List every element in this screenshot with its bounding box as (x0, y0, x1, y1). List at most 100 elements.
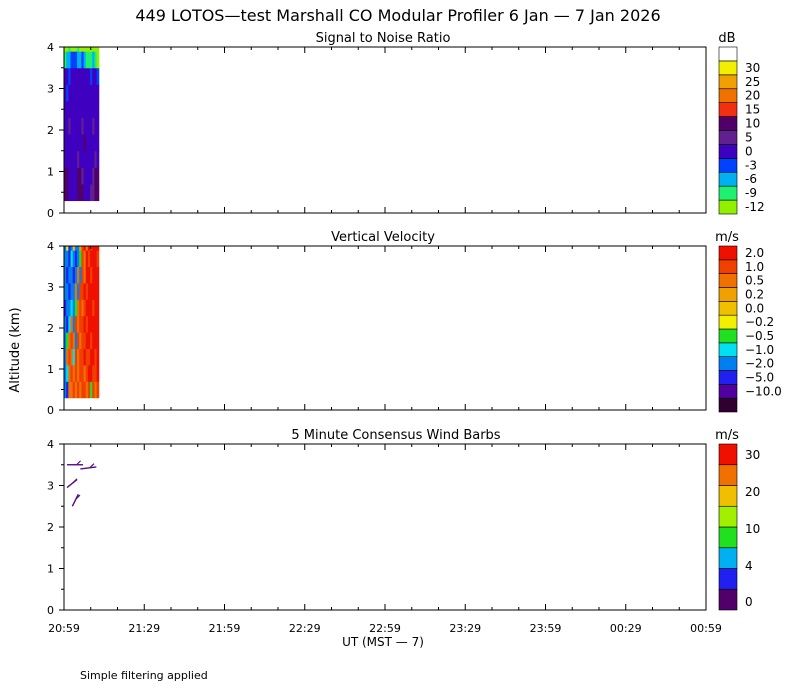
heatmap-cell (85, 282, 89, 300)
heatmap-cell (64, 134, 67, 152)
snr-colorbar-label: 10 (745, 117, 760, 131)
heatmap-cell (70, 315, 74, 333)
heatmap-cell (94, 167, 98, 185)
heatmap-cell (96, 282, 100, 300)
heatmap-cell (72, 246, 76, 251)
panel-velocity: Vertical Velocity 0 1 2 3 4 m/s 2.01.00.50.2… (47, 230, 782, 417)
heatmap-cell (68, 167, 72, 185)
heatmap-cell (81, 51, 85, 69)
heatmap-cell (72, 282, 76, 300)
heatmap-cell (83, 167, 87, 185)
heatmap-cell (74, 134, 78, 152)
heatmap-cell (64, 246, 67, 251)
heatmap-cell (77, 381, 80, 399)
wind-colorbar-label: 4 (745, 559, 753, 573)
heatmap-cell (72, 84, 76, 102)
heatmap-cell (68, 100, 72, 119)
colorbar-swatch (718, 526, 738, 549)
heatmap-cell (64, 381, 67, 399)
heatmap-cell (68, 246, 72, 251)
snr-y-axis: 0 1 2 3 4 (47, 41, 64, 220)
heatmap-cell (83, 282, 87, 300)
heatmap-cell (81, 246, 85, 251)
heatmap-cell (81, 381, 85, 399)
snr-title: Signal to Noise Ratio (316, 31, 451, 46)
snr-unit: dB (718, 31, 735, 46)
heatmap-cell (70, 47, 74, 52)
heatmap-cell (68, 299, 72, 317)
snr-x-axis (63, 47, 707, 213)
heatmap-cell (83, 246, 87, 251)
wind-barb-flag (89, 463, 95, 469)
heatmap-cell (90, 183, 93, 202)
heatmap-cell (72, 381, 76, 399)
colorbar-swatch (718, 370, 738, 385)
heatmap-cell (77, 67, 80, 85)
heatmap-cell (83, 67, 87, 85)
heatmap-cell (83, 348, 87, 366)
heatmap-cell (72, 266, 76, 284)
heatmap-cell (64, 51, 67, 69)
heatmap-cell (83, 299, 87, 317)
heatmap-cell (70, 348, 74, 366)
colorbar-swatch (718, 485, 738, 507)
snr-colorbar-label: 5 (745, 130, 753, 144)
colorbar-swatch (718, 505, 738, 528)
velocity-colorbar-label: −0.2 (745, 315, 774, 329)
heatmap-cell (94, 51, 98, 69)
heatmap-cell (87, 134, 91, 152)
colorbar-swatch (718, 74, 738, 90)
heatmap-cell (87, 150, 91, 168)
y-tick-label: 1 (47, 563, 54, 576)
heatmap-cell (96, 381, 100, 399)
heatmap-cell (64, 282, 67, 300)
heatmap-cell (96, 332, 100, 349)
heatmap-cell (90, 315, 93, 333)
heatmap-cell (83, 51, 87, 69)
heatmap-cell (79, 348, 82, 366)
colorbar-swatch (718, 102, 738, 117)
wind-barbs (66, 460, 97, 507)
heatmap-cell (70, 51, 74, 69)
heatmap-cell (68, 250, 72, 267)
heatmap-cell (68, 117, 72, 135)
velocity-colorbar-label: −1.0 (745, 343, 774, 357)
heatmap-cell (96, 315, 100, 333)
heatmap-cell (87, 381, 91, 399)
heatmap-cell (90, 381, 93, 399)
heatmap-cell (79, 47, 82, 52)
heatmap-cell (74, 282, 78, 300)
heatmap-cell (66, 100, 69, 119)
heatmap-cell (94, 150, 98, 168)
heatmap-cell (96, 183, 100, 202)
wind-barb-flag (75, 494, 81, 500)
x-tick-label: 23:59 (530, 622, 562, 635)
colorbar-swatch (718, 464, 738, 486)
heatmap-cell (92, 67, 95, 85)
heatmap-cell (79, 100, 82, 119)
heatmap-cell (79, 315, 82, 333)
x-tick-label: 21:29 (128, 622, 160, 635)
heatmap-cell (85, 134, 89, 152)
y-tick-label: 2 (47, 521, 54, 534)
heatmap-cell (96, 47, 100, 52)
heatmap-cell (72, 47, 76, 52)
heatmap-cell (66, 183, 69, 202)
heatmap-cell (92, 183, 95, 202)
colorbar-swatch (718, 199, 738, 215)
heatmap-cell (90, 100, 93, 119)
heatmap-cell (74, 266, 78, 284)
wind-colorbar-label: 0 (745, 595, 753, 609)
colorbar-swatch (718, 158, 738, 173)
heatmap-cell (81, 348, 85, 366)
x-axis-label: UT (MST — 7) (342, 635, 424, 649)
heatmap-cell (74, 250, 78, 267)
heatmap-cell (79, 134, 82, 152)
colorbar-swatch (718, 245, 738, 261)
colorbar-swatch (718, 568, 738, 590)
heatmap-cell (83, 100, 87, 119)
wind-barb-flag (76, 460, 82, 466)
heatmap-cell (87, 266, 91, 284)
heatmap-cell (64, 315, 67, 333)
